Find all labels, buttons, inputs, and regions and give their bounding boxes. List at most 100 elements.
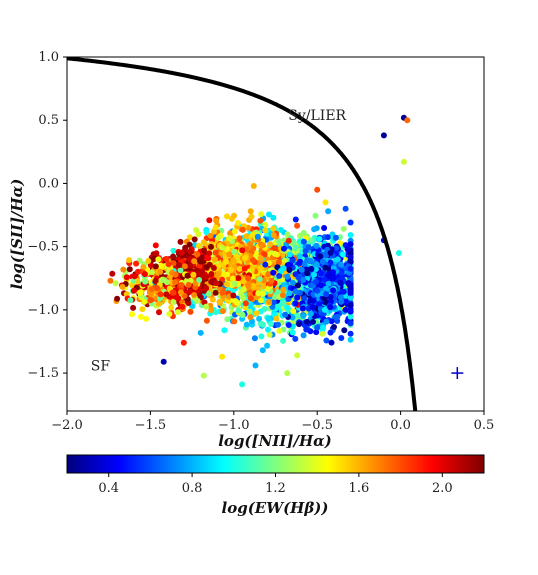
y-tick-label: −1.0 — [27, 303, 59, 318]
scatter-point — [175, 295, 182, 302]
scatter-point — [282, 311, 289, 318]
scatter-point — [284, 231, 291, 238]
scatter-point — [160, 358, 167, 365]
scatter-point — [153, 250, 160, 257]
scatter-point — [243, 233, 250, 240]
scatter-point — [342, 306, 349, 313]
scatter-point — [251, 335, 258, 342]
scatter-point — [181, 263, 188, 270]
scatter-point — [339, 251, 346, 258]
scatter-point — [330, 274, 337, 281]
x-tick-label: 0.5 — [474, 418, 495, 433]
scatter-point — [203, 303, 210, 310]
scatter-point — [224, 316, 231, 323]
scatter-point — [338, 274, 345, 281]
scatter-point — [127, 297, 134, 304]
scatter-point — [319, 258, 326, 265]
scatter-point — [289, 314, 296, 321]
scatter-point — [264, 342, 271, 349]
scatter-point — [248, 213, 255, 220]
scatter-point — [221, 327, 228, 334]
scatter-point — [224, 246, 231, 253]
scatter-point — [152, 242, 159, 249]
scatter-point — [314, 324, 321, 331]
scatter-point — [260, 321, 266, 328]
scatter-point — [148, 269, 155, 276]
scatter-point — [275, 321, 281, 328]
scatter-point — [252, 362, 259, 369]
plus-marker — [451, 367, 464, 380]
scatter-point — [380, 132, 387, 139]
plot-frame — [66, 56, 485, 412]
scatter-point — [322, 264, 329, 271]
scatter-point — [330, 269, 336, 276]
scatter-point — [219, 289, 226, 296]
scatter-point — [168, 304, 175, 311]
y-axis-ticks: 1.0 0.5 0.0 −0.5 −1.0 −1.5 — [27, 50, 67, 381]
scatter-point — [395, 250, 402, 256]
scatter-point — [119, 283, 126, 290]
scatter-point — [327, 249, 334, 256]
scatter-point — [290, 239, 297, 246]
scatter-point — [324, 234, 331, 241]
scatter-point — [316, 236, 323, 242]
scatter-point — [194, 251, 201, 258]
scatter-point — [256, 276, 263, 283]
scatter-point — [296, 238, 303, 245]
scatter-point — [120, 266, 127, 273]
scatter-point — [320, 324, 326, 331]
scatter-point — [241, 265, 248, 272]
scatter-point — [177, 289, 184, 296]
scatter-point — [267, 241, 273, 248]
scatter-point — [259, 347, 266, 354]
scatter-point — [170, 299, 177, 306]
scatter-point — [294, 294, 301, 301]
scatter-point — [177, 267, 184, 274]
scatter-point — [347, 294, 354, 301]
scatter-point — [190, 271, 197, 278]
scatter-point — [250, 245, 257, 252]
annotation-sf-region: SF — [91, 359, 111, 375]
scatter-point — [290, 308, 297, 315]
scatter-point — [114, 295, 121, 302]
scatter-point — [262, 261, 269, 268]
scatter-point — [313, 278, 320, 285]
scatter-point — [216, 298, 223, 305]
scatter-point — [323, 318, 330, 325]
scatter-point — [275, 259, 282, 266]
scatter-point — [215, 234, 222, 241]
scatter-point — [347, 308, 354, 315]
scatter-point — [213, 280, 220, 287]
scatter-point — [280, 337, 287, 344]
scatter-point — [239, 247, 246, 254]
scatter-point — [347, 302, 354, 309]
scatter-point — [300, 313, 307, 319]
scatter-point — [197, 329, 204, 336]
scatter-point — [212, 256, 218, 263]
scatter-point — [235, 307, 242, 314]
scatter-point — [294, 222, 301, 229]
scatter-point — [256, 315, 263, 322]
scatter-point — [340, 225, 347, 232]
scatter-point — [321, 276, 328, 283]
scatter-point — [255, 290, 262, 297]
scatter-point — [155, 256, 162, 263]
scatter-point — [249, 257, 256, 263]
scatter-point — [242, 300, 249, 307]
colorbar-label: log(EW(Hβ)) — [222, 499, 329, 517]
scatter-point — [308, 265, 315, 272]
scatter-point — [253, 310, 260, 317]
scatter-point — [294, 352, 301, 359]
scatter-point — [239, 294, 246, 301]
scatter-point — [301, 295, 307, 302]
scatter-point — [261, 251, 268, 258]
scatter-point — [284, 304, 291, 311]
scatter-point — [196, 277, 203, 283]
scatter-point — [295, 274, 302, 281]
scatter-point — [307, 257, 314, 264]
scatter-point — [247, 208, 254, 215]
x-tick-label: −1.5 — [135, 418, 167, 433]
scatter-point — [340, 288, 347, 295]
scatter-point — [265, 326, 271, 333]
x-tick-label: −2.0 — [51, 418, 83, 433]
